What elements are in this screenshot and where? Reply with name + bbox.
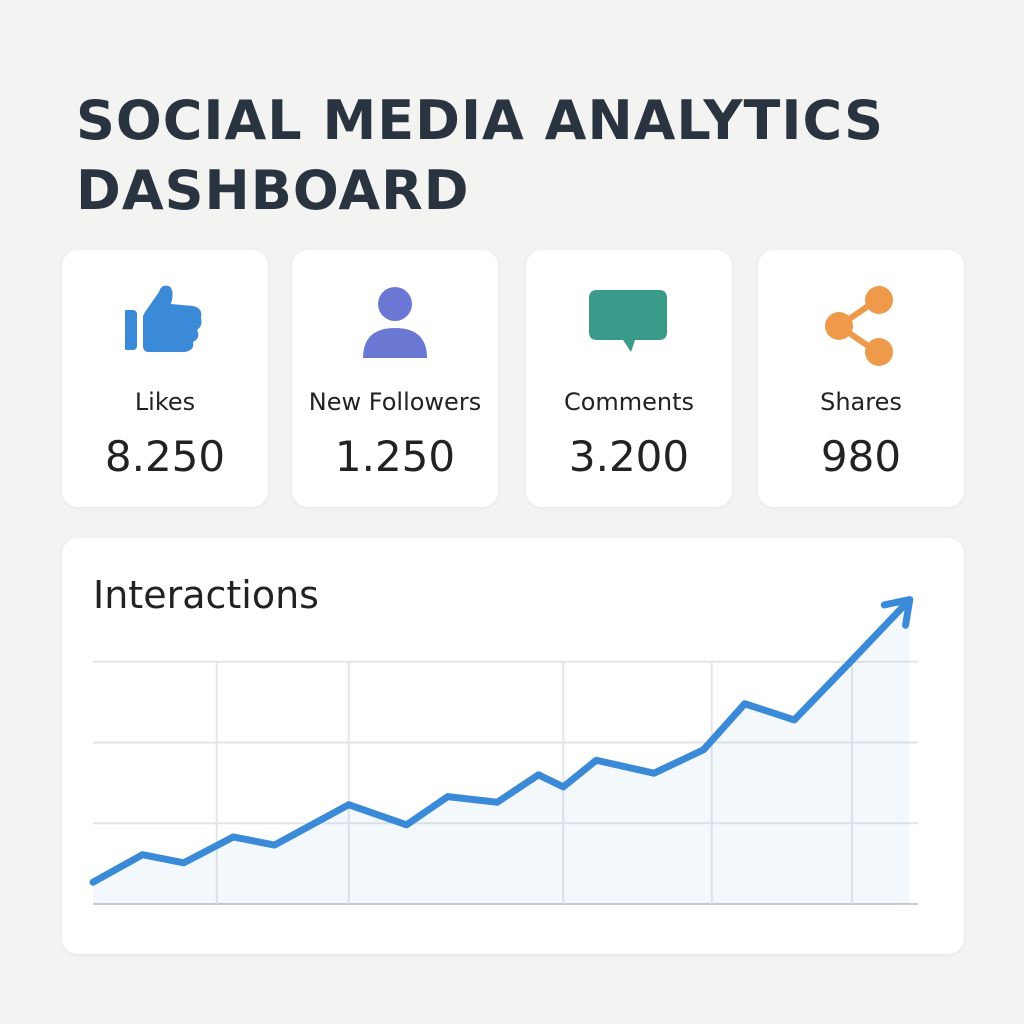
user-icon xyxy=(363,287,427,358)
arrow-head xyxy=(880,596,914,629)
shares-card: Shares 980 xyxy=(758,250,964,507)
card-value: 1.250 xyxy=(334,432,456,481)
area xyxy=(93,599,910,904)
likes-card: Likes 8.250 xyxy=(62,250,268,507)
card-label: New Followers xyxy=(308,388,482,416)
followers-card: New Followers 1.250 xyxy=(292,250,498,507)
chart: Interactions xyxy=(89,573,918,905)
card-label: Shares xyxy=(820,388,902,416)
card-label: Likes xyxy=(134,388,196,416)
share-icon xyxy=(825,286,893,366)
card-label: Comments xyxy=(563,388,695,416)
comments-card: Comments 3.200 xyxy=(526,250,732,507)
card-value: 3.200 xyxy=(568,432,690,481)
dashboard-title: SOCIAL MEDIA ANALYTICS DASHBOARD xyxy=(76,89,884,222)
like-icon xyxy=(125,285,202,352)
card-value: 980 xyxy=(820,432,902,481)
line xyxy=(89,596,914,886)
comment-icon xyxy=(589,290,667,352)
card-value: 8.250 xyxy=(104,432,226,481)
chart-title: Interactions xyxy=(93,573,319,617)
chart-card: Interactions xyxy=(62,538,964,954)
